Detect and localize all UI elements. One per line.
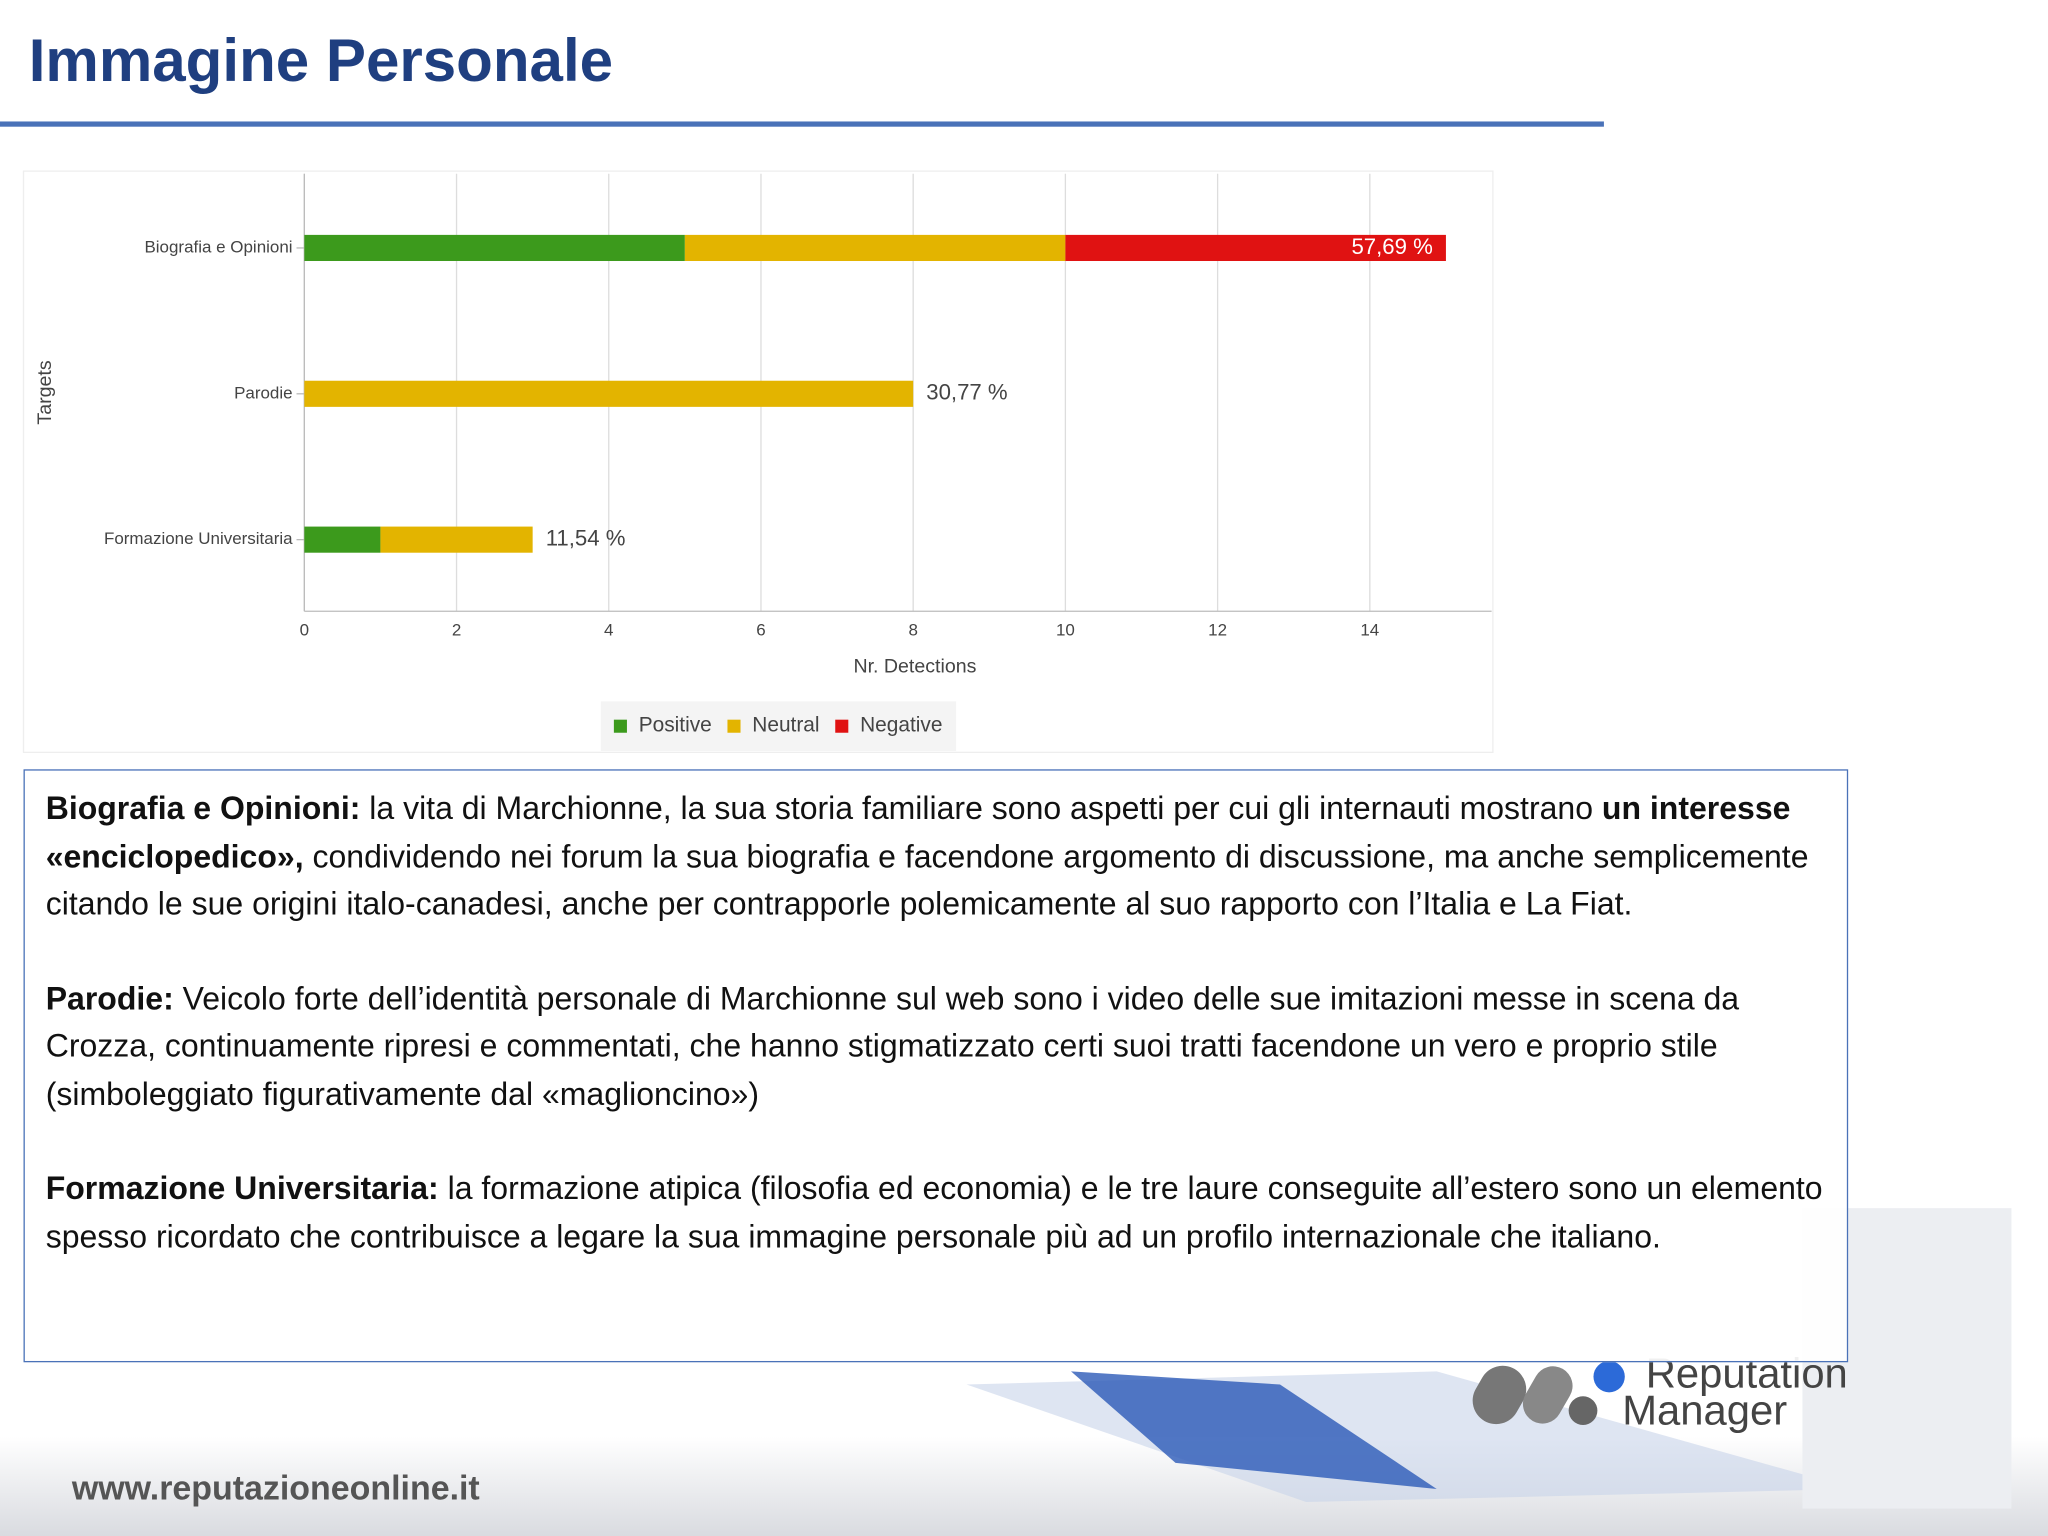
logo-shape [1472,1365,1527,1425]
logo-shape [1522,1366,1573,1424]
decoration [1071,1371,1437,1489]
bold-text: Biografia e Opinioni: [45,791,361,827]
y-tick-label: Biografia e Opinioni [144,237,292,256]
share-label: 11,54 % [546,526,626,551]
logo-text: Manager [1622,1386,1787,1433]
bar-segment [304,380,914,407]
x-tick-label: 12 [1208,620,1227,639]
x-axis-title: Nr. Detections [853,656,976,678]
text-box: Biografia e Opinioni: la vita di Marchio… [23,769,1849,1363]
x-tick-label: 0 [300,620,309,639]
y-tick-label: Parodie [234,383,293,402]
paragraph: Parodie: Veicolo forte dell’identità per… [46,976,1826,1119]
x-tick-label: 2 [452,620,461,639]
paragraph: Formazione Universitaria: la formazione … [46,1166,1826,1261]
legend-swatch [727,719,741,733]
text: la formazione atipica (filosofia ed econ… [45,1171,1823,1255]
bold-text: Formazione Universitaria: [45,1171,439,1207]
legend-swatch [835,719,849,733]
legend-label: Neutral [752,714,819,737]
bold-text: Parodie: [45,981,174,1017]
legend-label: Positive [639,714,712,737]
share-label: 57,69 % [1351,234,1432,259]
title-rule [0,121,1604,127]
y-tick-label: Formazione Universitaria [104,529,293,548]
legend-swatch [613,719,627,733]
logo-dot [1568,1396,1598,1425]
bar-segment [684,234,1066,262]
bar-segment [304,234,685,262]
footer-url: www.reputazioneonline.it [71,1469,480,1507]
share-label: 30,77 % [926,380,1007,405]
x-tick-label: 4 [604,620,613,639]
x-tick-label: 6 [756,620,765,639]
text: la vita di Marchionne, la sua storia fam… [360,791,1602,827]
bar-segment [1065,234,1446,262]
legend-bg [600,701,957,752]
text: Veicolo forte dell’identità personale di… [45,981,1740,1113]
chart: 0 2 4 6 8 10 12 14 Nr. Detections Targets Biografi… [34,173,1492,752]
text: condividendo nei forum la sua biografia … [45,839,1809,923]
chart-frame [22,170,1494,753]
slide-title: Immagine Personale [29,27,613,94]
y-axis-title: Targets [34,360,56,424]
bold-text: un interesse «enciclopedico», [45,791,1791,875]
x-tick-label: 14 [1360,620,1379,639]
logo-dot [1593,1360,1625,1393]
paragraph: Biografia e Opinioni: la vita di Marchio… [46,786,1826,929]
x-tick-label: 8 [908,620,917,639]
x-tick-label: 10 [1056,620,1075,639]
bar-segment [380,526,533,553]
legend-label: Negative [860,714,942,737]
bar-segment [304,526,381,553]
